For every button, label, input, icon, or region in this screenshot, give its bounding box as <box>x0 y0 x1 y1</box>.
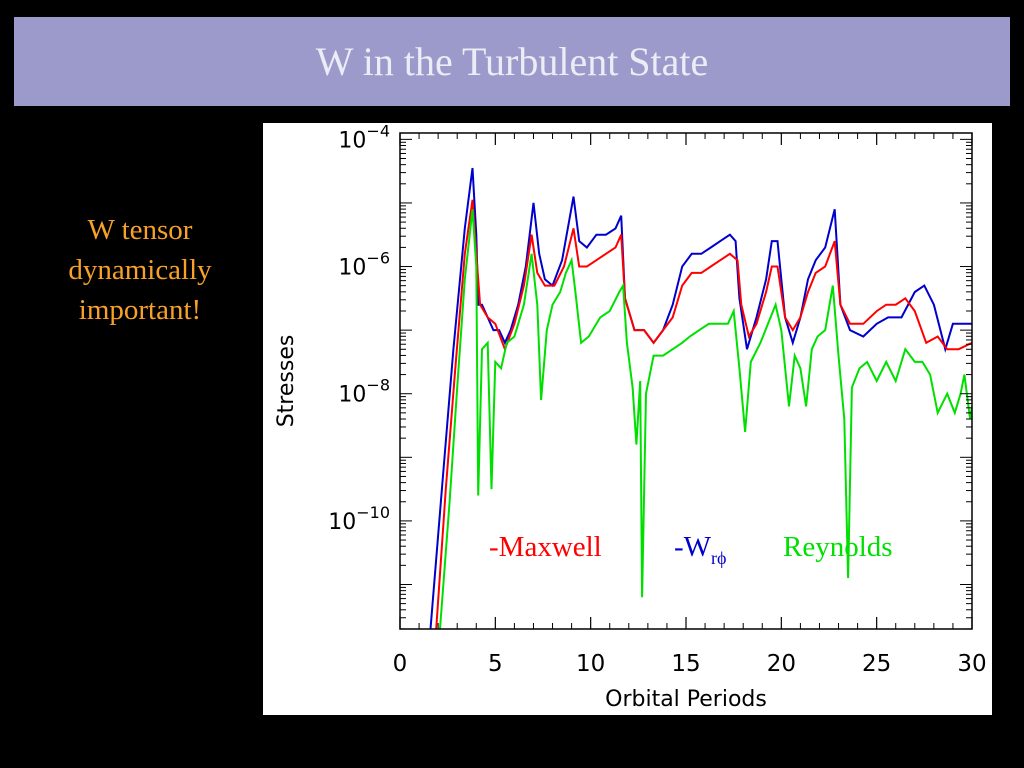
title-bar: W in the Turbulent State <box>14 17 1010 106</box>
chart-panel: 0 5 10 15 20 25 30 10−4 10−6 10−8 10−10 Orbital Pe… <box>263 123 992 715</box>
slide-title: W in the Turbulent State <box>315 39 709 84</box>
series-line-maxwell <box>435 199 972 629</box>
x-tick-label: 5 <box>488 651 503 677</box>
y-axis-label: Stresses <box>274 335 299 428</box>
x-tick-label: 0 <box>393 651 408 677</box>
x-tick-label: 15 <box>671 651 700 677</box>
x-axis-label: Orbital Periods <box>605 687 767 712</box>
label-layer: 0 5 10 15 20 25 30 10−4 10−6 10−8 10−10 <box>328 123 986 677</box>
stress-chart: 0 5 10 15 20 25 30 10−4 10−6 10−8 10−10 Orbital Pe… <box>274 123 987 712</box>
legend-w-rphi-main: -W <box>674 531 712 563</box>
x-tick-label: 25 <box>862 651 891 677</box>
y-tick-label: 10−4 <box>338 123 390 153</box>
y-tick-label: 10−6 <box>338 249 390 281</box>
tick-layer <box>399 133 973 630</box>
side-note-line: W tensor <box>87 214 193 246</box>
legend-w-rphi: -Wrϕ <box>674 531 727 568</box>
series-line-reynolds <box>439 209 972 629</box>
side-note-line: dynamically <box>68 254 212 286</box>
legend-w-rphi-sub: rϕ <box>711 548 726 568</box>
side-note: W tensor dynamically important! <box>40 210 240 330</box>
y-tick-label: 10−8 <box>338 376 390 408</box>
side-note-line: important! <box>78 294 202 326</box>
x-tick-label: 30 <box>957 651 986 677</box>
x-tick-label: 10 <box>576 651 605 677</box>
legend-maxwell: -Maxwell <box>489 531 602 563</box>
series-line-w_rphi <box>429 167 972 629</box>
series-layer <box>429 167 972 629</box>
x-tick-label: 20 <box>767 651 796 677</box>
legend-reynolds: Reynolds <box>783 531 893 563</box>
y-tick-label: 10−10 <box>328 503 390 535</box>
